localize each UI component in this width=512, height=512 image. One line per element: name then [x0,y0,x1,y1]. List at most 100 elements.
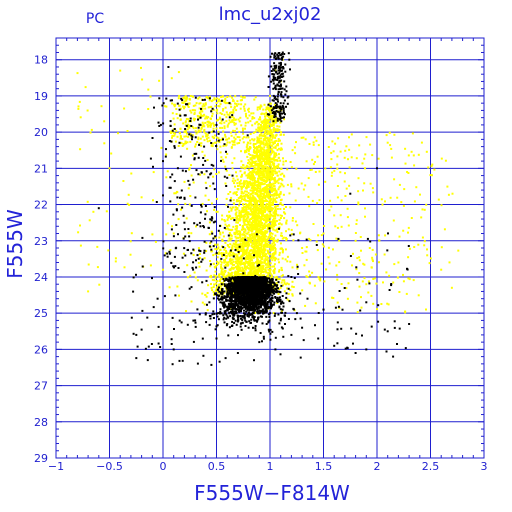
yellow-star-point [263,238,266,241]
yellow-star-point [370,266,373,269]
yellow-star-point [234,260,237,263]
yellow-star-point [250,244,253,247]
yellow-star-point [250,239,253,242]
yellow-star-point [274,136,277,139]
yellow-star-point [214,265,217,268]
yellow-star-point [257,187,260,190]
yellow-star-point [208,139,211,142]
yellow-star-point [244,121,247,124]
yellow-star-point [260,208,263,210]
yellow-star-point [231,216,234,219]
yellow-star-point [260,170,263,173]
yellow-star-point [268,139,271,142]
yellow-star-point [278,193,281,196]
yellow-star-point [266,263,269,266]
yellow-star-point [283,211,285,214]
yellow-star-point [261,266,264,269]
black-star-point [240,317,243,320]
black-star-point [225,278,228,281]
yellow-star-point [212,254,215,257]
black-star-point [281,51,284,54]
yellow-star-point [231,280,234,283]
yellow-star-point [271,242,274,245]
yellow-star-point [262,176,265,179]
yellow-star-point [242,252,245,255]
yellow-star-point [274,252,277,255]
yellow-star-point [281,172,284,175]
yellow-star-point [281,237,284,240]
yellow-star-point [260,164,263,167]
yellow-star-point [235,227,238,230]
yellow-star-point [240,216,242,219]
yellow-star-point [259,230,262,233]
black-star-point [217,318,220,321]
yellow-star-point [180,136,182,138]
yellow-star-point [265,106,268,109]
yellow-star-point [221,231,224,234]
yellow-star-point [248,146,251,148]
yellow-star-point [238,266,241,269]
yellow-star-point [268,142,271,145]
yellow-star-point [262,120,265,123]
black-star-point [275,278,278,281]
yellow-star-point [252,198,255,201]
yellow-star-point [255,154,258,157]
yellow-star-point [203,130,205,133]
yellow-star-point [253,271,256,274]
yellow-star-point [248,272,251,275]
yellow-star-point [189,274,192,277]
yellow-star-point [361,162,364,165]
yellow-star-point [252,238,255,241]
yellow-star-point [272,214,275,217]
yellow-star-point [278,177,281,180]
yellow-star-point [272,134,275,137]
yellow-star-point [246,232,249,235]
yellow-star-point [239,224,241,226]
yellow-star-point [259,150,262,153]
yellow-star-point [272,254,275,257]
yellow-star-point [240,182,243,185]
yellow-star-point [260,238,263,241]
yellow-star-point [296,267,299,270]
yellow-star-point [263,219,266,221]
yellow-star-point [262,195,265,198]
yellow-star-point [275,197,278,199]
black-star-point [204,313,207,316]
yellow-star-point [185,118,188,120]
black-star-point [235,323,238,326]
yellow-star-point [260,134,263,137]
yellow-star-point [272,240,275,243]
yellow-star-point [253,267,256,270]
yellow-star-point [269,114,272,117]
yellow-star-point [264,187,267,190]
yellow-star-point [239,99,242,102]
yellow-star-point [213,124,216,126]
yellow-star-point [261,261,264,264]
yellow-star-point [263,180,266,183]
yellow-star-point [253,216,256,219]
yellow-star-point [425,150,428,153]
yellow-star-point [275,166,278,169]
yellow-star-point [226,227,229,230]
yellow-star-point [256,242,259,245]
yellow-star-point [220,252,223,254]
yellow-star-point [239,243,242,245]
yellow-star-point [187,135,190,138]
yellow-star-point [398,183,401,186]
yellow-star-point [345,187,348,190]
yellow-star-point [217,291,220,294]
yellow-star-point [253,247,256,250]
yellow-star-point [270,201,273,204]
yellow-star-point [273,224,276,227]
yellow-star-point [364,215,366,218]
yellow-star-point [235,225,238,227]
yellow-star-point [198,112,201,115]
yellow-star-point [250,262,253,265]
yellow-star-point [256,255,259,258]
yellow-star-point [220,261,223,264]
yellow-star-point [252,175,255,178]
yellow-star-point [270,246,273,249]
yellow-star-point [262,157,265,160]
yellow-star-point [232,242,235,245]
yellow-star-point [289,161,292,163]
